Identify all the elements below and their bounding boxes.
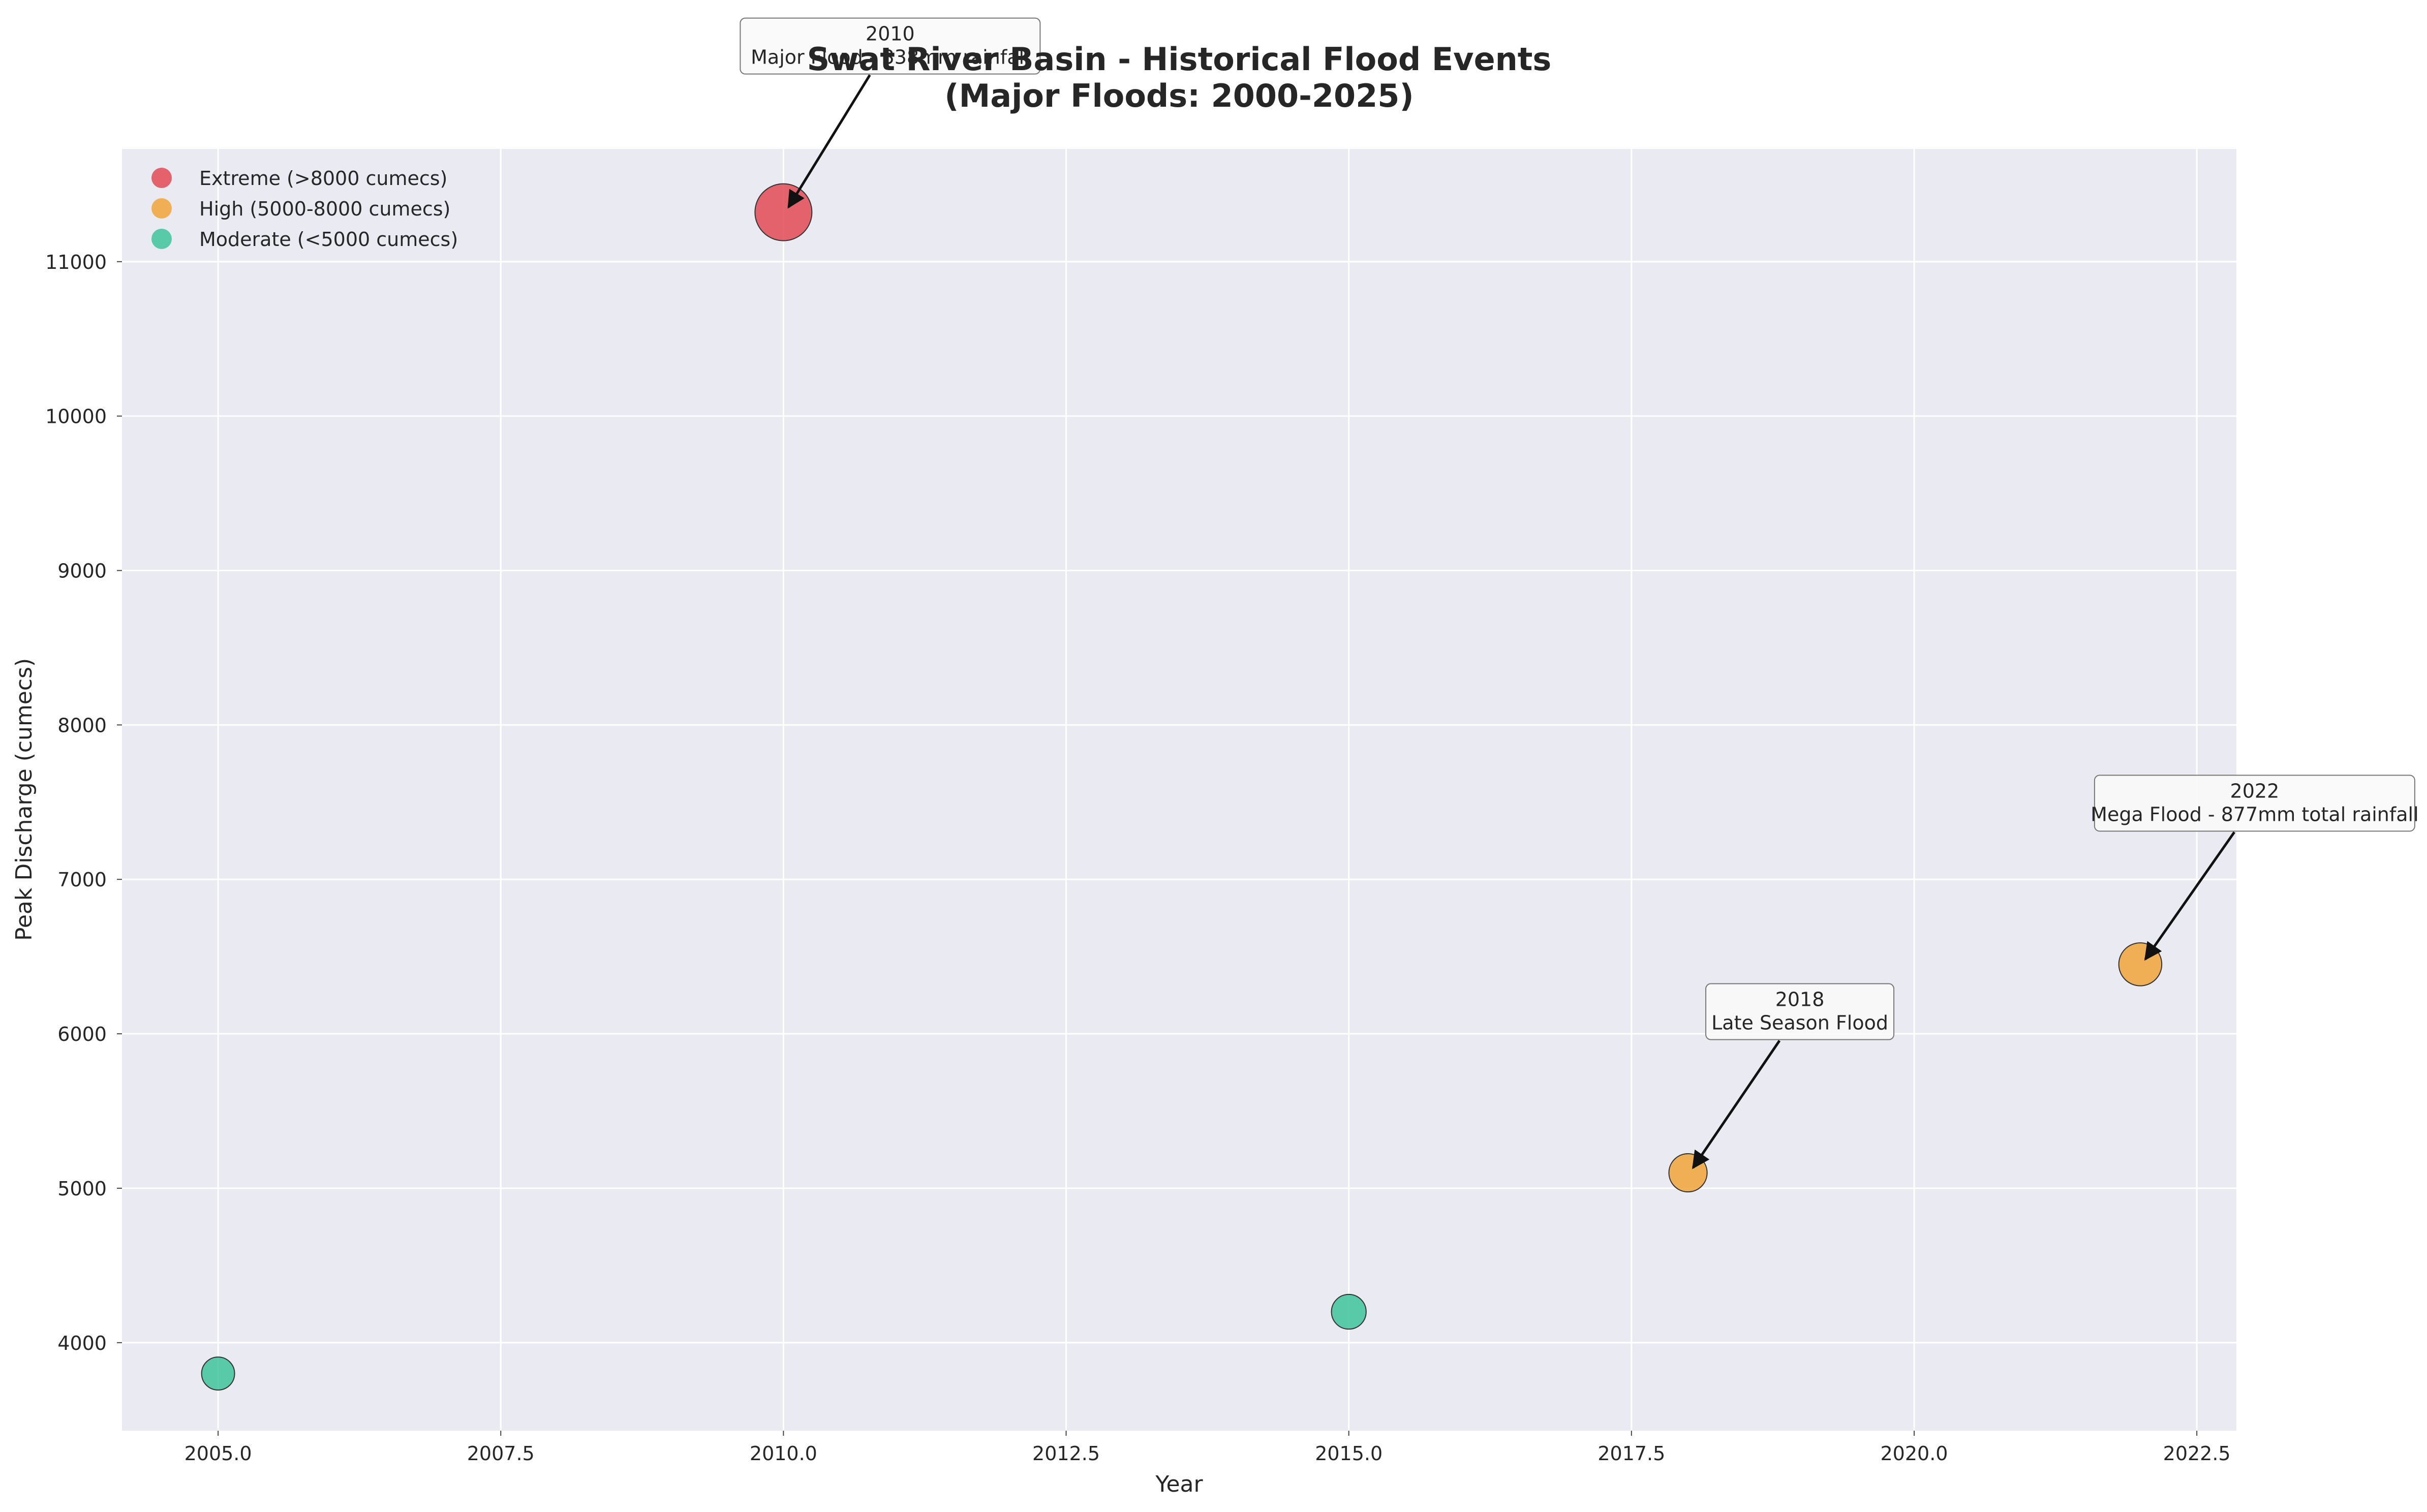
y-tick-label: 7000 xyxy=(57,869,107,891)
y-tick-label: 10000 xyxy=(45,406,107,428)
annotation-box xyxy=(1705,983,1895,1040)
legend: Extreme (>8000 cumecs) High (5000-8000 cu… xyxy=(151,167,458,251)
annotation-description: Major Flood - 338mm rainfall xyxy=(751,46,1029,69)
legend-marker xyxy=(151,168,172,188)
x-tick-label: 2010.0 xyxy=(750,1442,817,1465)
x-tick-label: 2022.5 xyxy=(2163,1442,2231,1465)
chart-title: Swat River Basin - Historical Flood Even… xyxy=(807,41,1552,78)
annotation-box xyxy=(2094,775,2415,832)
flood-point-2015[interactable] xyxy=(1331,1293,1367,1330)
y-axis-label: Peak Discharge (cumecs) xyxy=(11,658,37,941)
chart-subtitle: (Major Floods: 2000-2025) xyxy=(944,77,1414,114)
y-tick-label: 6000 xyxy=(57,1023,107,1045)
y-tick-label: 4000 xyxy=(57,1332,107,1354)
plot-area xyxy=(122,149,2236,1431)
y-tick-labels: 4000 5000 6000 7000 8000 9000 10000 11000 xyxy=(45,251,122,1354)
x-tick-labels: 2005.0 2007.5 2010.0 2012.5 2015.0 2017.5 2020… xyxy=(185,1431,2231,1465)
x-tick-label: 2015.0 xyxy=(1315,1442,1383,1465)
y-tick-label: 8000 xyxy=(57,714,107,736)
annotation-box xyxy=(740,17,1041,75)
legend-label: Moderate (<5000 cumecs) xyxy=(199,228,458,251)
annotation-description: Late Season Flood xyxy=(1711,1012,1888,1034)
y-tick-label: 9000 xyxy=(57,560,107,582)
y-tick-label: 11000 xyxy=(45,251,107,273)
x-tick-label: 2012.5 xyxy=(1032,1442,1100,1465)
flood-point-2005[interactable] xyxy=(201,1356,235,1391)
legend-marker xyxy=(151,229,172,249)
legend-label: Extreme (>8000 cumecs) xyxy=(199,167,447,190)
annotation-description: Mega Flood - 877mm total rainfall xyxy=(2091,803,2419,825)
flood-point-2018[interactable] xyxy=(1668,1153,1708,1193)
annotation-arrow xyxy=(2144,831,2235,961)
flood-point-2010[interactable] xyxy=(754,183,813,241)
legend-marker xyxy=(151,198,172,219)
x-tick-label: 2005.0 xyxy=(185,1442,252,1465)
y-tick-label: 5000 xyxy=(57,1178,107,1200)
annotation-year: 2018 xyxy=(1775,989,1825,1011)
x-tick-label: 2020.0 xyxy=(1881,1442,1948,1465)
annotation-arrow xyxy=(1692,1040,1781,1169)
flood-point-2022[interactable] xyxy=(2118,942,2163,986)
annotation-arrow xyxy=(787,74,871,209)
x-axis-label: Year xyxy=(1155,1471,1203,1497)
legend-label: High (5000-8000 cumecs) xyxy=(199,198,450,220)
annotation-year: 2010 xyxy=(866,23,915,45)
x-tick-label: 2017.5 xyxy=(1597,1442,1665,1465)
annotation-year: 2022 xyxy=(2230,780,2280,802)
x-tick-label: 2007.5 xyxy=(467,1442,535,1465)
